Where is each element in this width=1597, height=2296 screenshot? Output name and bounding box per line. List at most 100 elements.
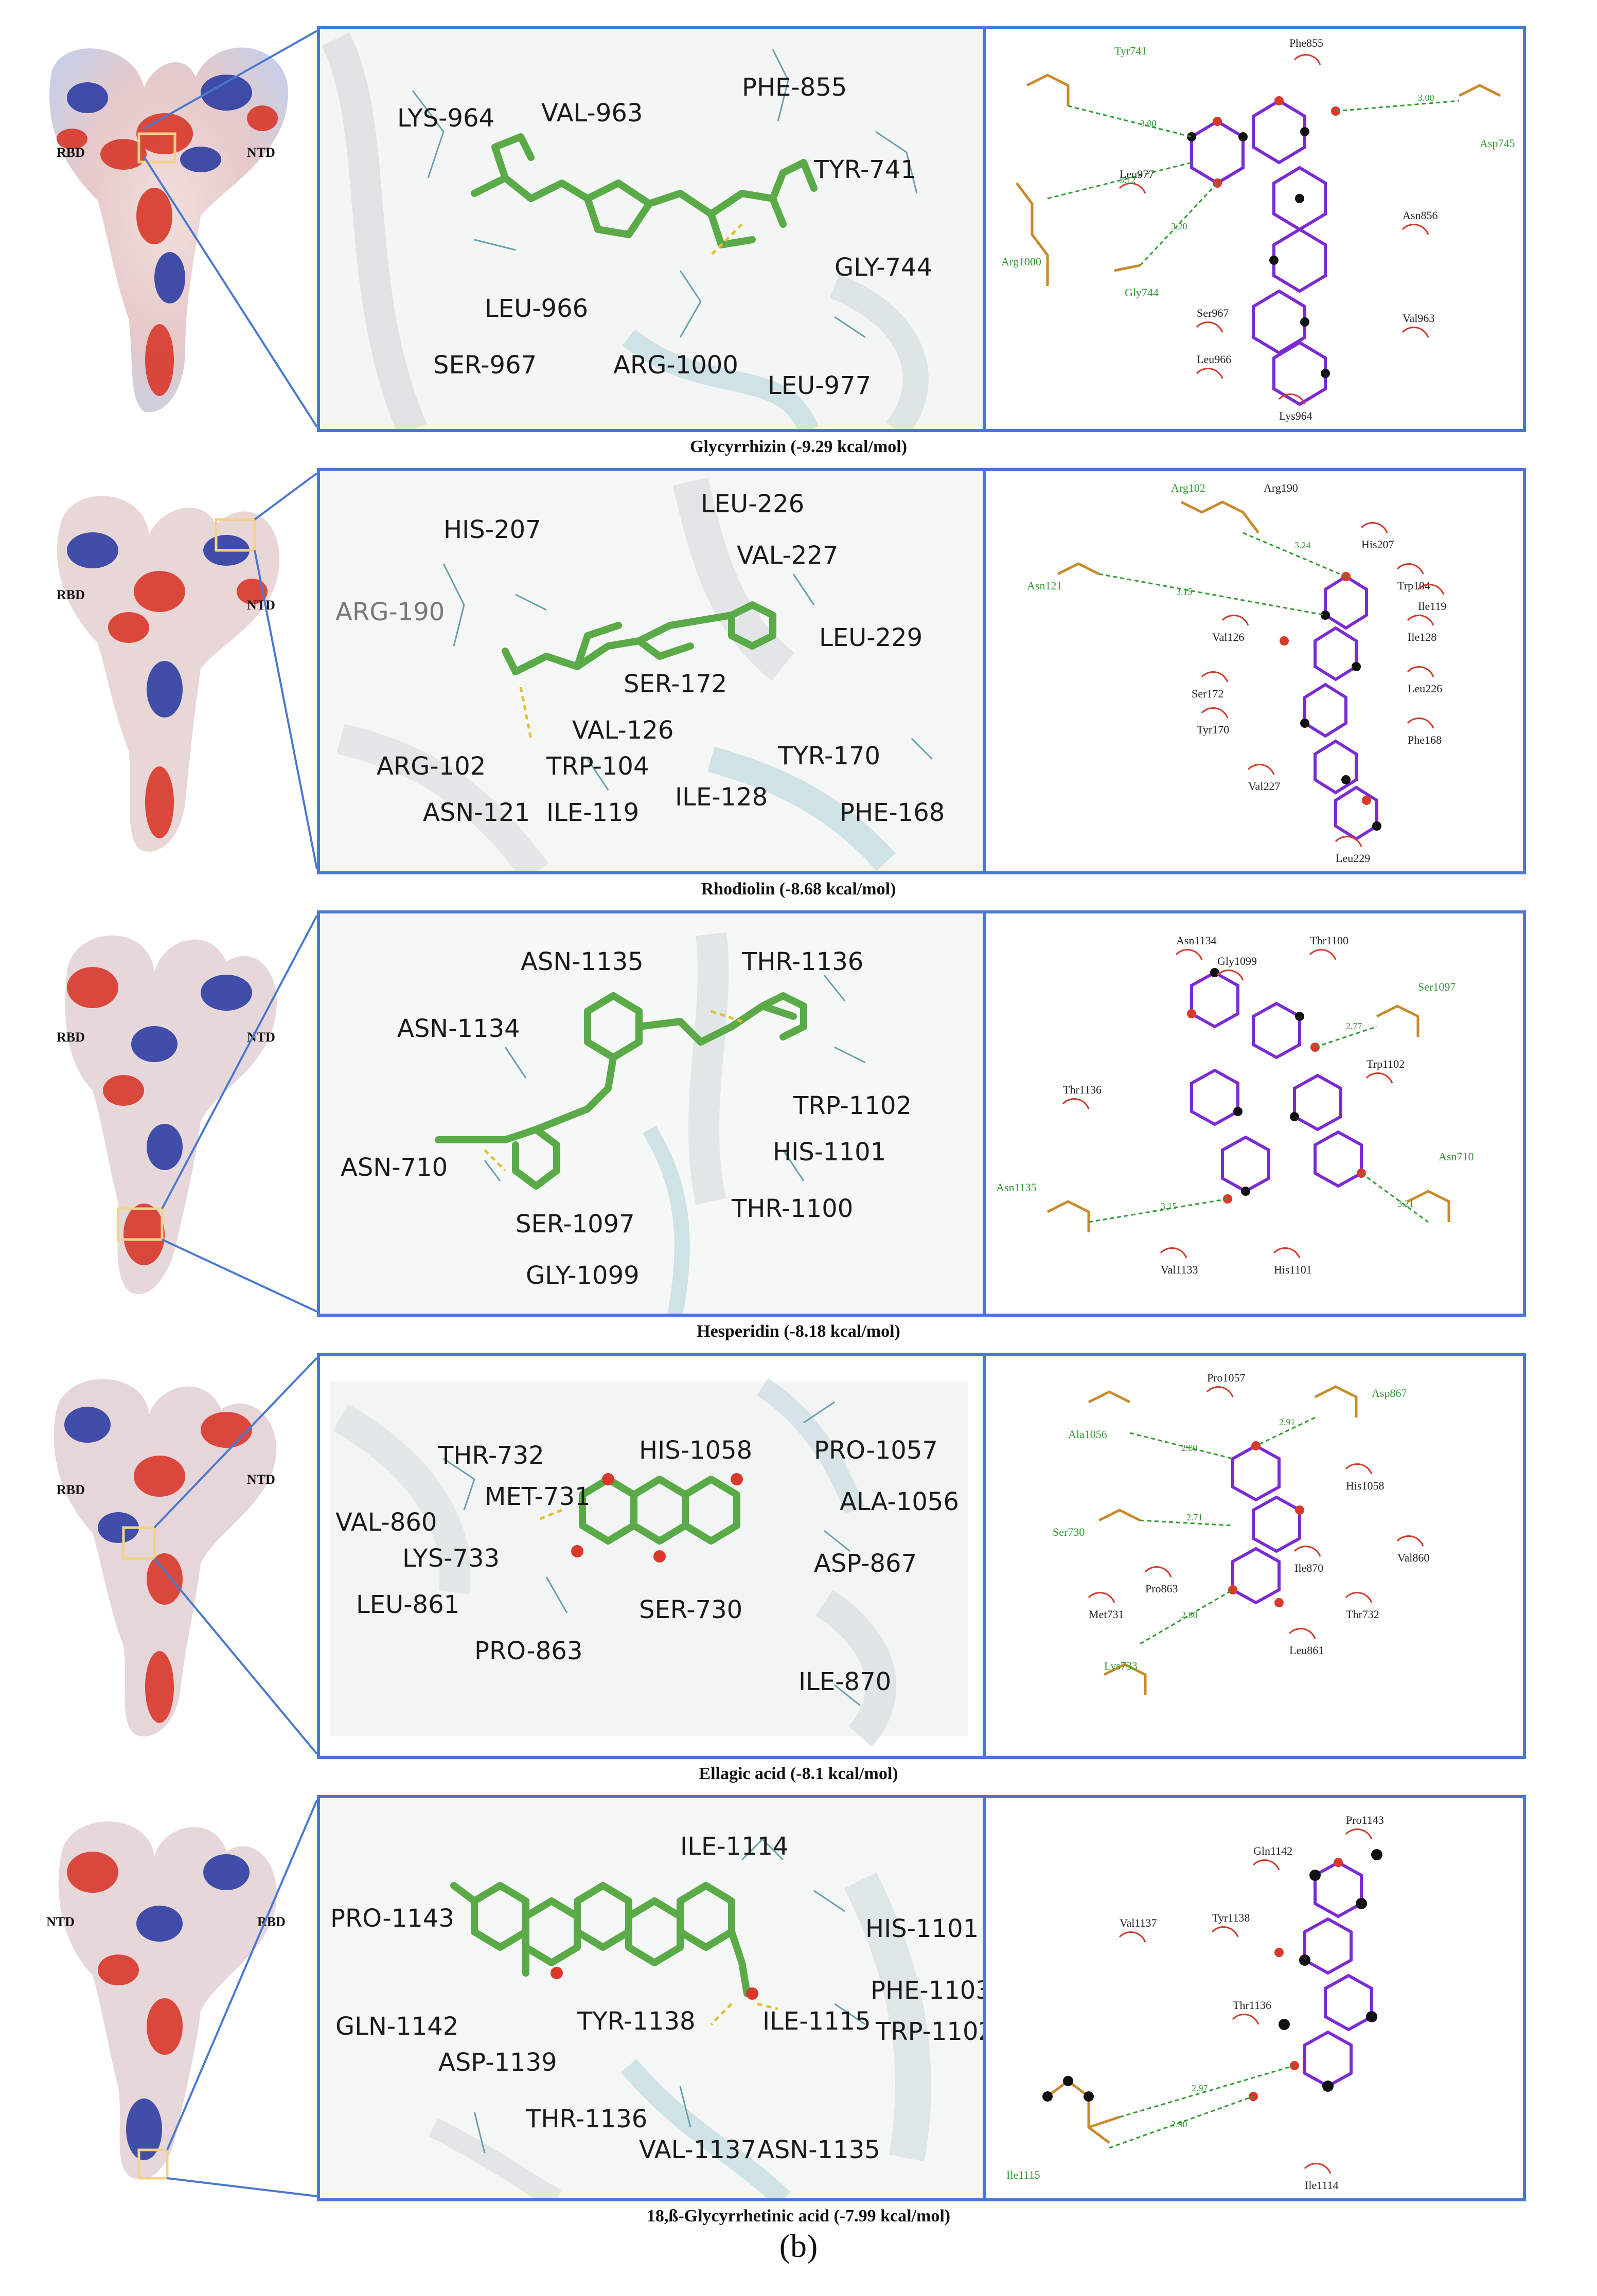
surface-structure-4: RBD NTD (54, 1379, 277, 1737)
zoom-lines (161, 915, 318, 1313)
hbond-residue: Arg1000 (1001, 255, 1041, 268)
hydrophobic-residue: Ile1114 (1305, 2179, 1339, 2192)
residue-label: VAL-963 (541, 99, 643, 128)
hydrophobic-residue: Gly1099 (1217, 955, 1257, 967)
residue-label: HIS-207 (443, 515, 541, 544)
residue-label: PHE-168 (840, 798, 945, 827)
hydrophobic-residue: Phe168 (1408, 733, 1442, 746)
residue-label: ASN-1135 (757, 2136, 880, 2164)
surface-structure-3: RBD NTD (57, 935, 277, 1295)
distance-label: 3.24 (1294, 540, 1311, 550)
domain-label-right: NTD (247, 598, 275, 613)
hbond-residue: Arg102 (1171, 481, 1205, 494)
residue-label: GLN-1142 (335, 2012, 458, 2041)
residue-label: ARG-190 (335, 598, 445, 626)
hbond-residue: Lys733 (1104, 1659, 1138, 1672)
figure-caption: Glycyrrhizin (-9.29 kcal/mol) (689, 437, 908, 456)
hbond-residue: Ser1097 (1418, 980, 1456, 993)
hydrophobic-residue: Leu229 (1336, 852, 1370, 865)
residue-label: ASN-121 (423, 798, 530, 827)
hydrophobic-residue: Ser967 (1197, 307, 1229, 319)
domain-label-left: RBD (57, 587, 85, 602)
hydrophobic-residue: Tyr170 (1197, 723, 1229, 736)
hydrophobic-residue: Thr732 (1346, 1608, 1379, 1621)
hydrophobic-residue: His207 (1361, 538, 1394, 551)
hydrophobic-residue: Lys964 (1279, 409, 1312, 422)
residue-label: VAL-126 (572, 716, 673, 745)
binding-pocket-view: ILE-1114 PRO-1143 HIS-1101 PHE-1103 GLN-… (317, 1795, 986, 2201)
distance-label: 2.71 (1186, 1512, 1203, 1522)
hydrophobic-residue: Val860 (1397, 1551, 1429, 1564)
subfigure-label: (b) (779, 2228, 818, 2264)
interaction-map-2d: Ser1097 Asn1135 Asn710 Asn1134 Thr1100 G… (986, 910, 1526, 1317)
residue-label: TYR-170 (777, 742, 880, 770)
residue-label: PHE-855 (742, 73, 847, 102)
hydrophobic-residue: Ile870 (1294, 1562, 1323, 1574)
figure-caption: Rhodiolin (-8.68 kcal/mol) (701, 880, 896, 899)
distance-label: 3.00 (1418, 93, 1434, 103)
binding-pocket-view: LYS-964 VAL-963 PHE-855 TYR-741 GLY-744 … (317, 26, 986, 432)
domain-label-left: RBD (57, 145, 85, 160)
hydrophobic-residue: His1058 (1346, 1479, 1385, 1492)
figure-caption: 18,ß-Glycyrrhetinic acid (-7.99 kcal/mol… (646, 2207, 951, 2226)
hydrophobic-residue: Leu226 (1408, 682, 1442, 695)
distance-label: 2.97 (1192, 2083, 1208, 2093)
hydrophobic-residue: Val963 (1403, 312, 1434, 325)
residue-label: LEU-229 (819, 623, 922, 652)
hydrophobic-residue: Thr1136 (1063, 1083, 1102, 1096)
hbond-residue: Tyr741 (1114, 44, 1147, 57)
distance-label: 3.21 (1397, 1198, 1414, 1209)
hydrophobic-residue: Thr1100 (1310, 934, 1348, 947)
hbond-residue: Ile1115 (1006, 2168, 1040, 2181)
row-ellagic-acid: RBD NTD THR-732 HIS-1058 PRO-1057 MET-73… (0, 1353, 1597, 1795)
residue-label: PHE-1103 (871, 1976, 986, 2005)
hydrophobic-residue: Leu861 (1289, 1644, 1324, 1657)
residue-label: THR-1136 (741, 947, 863, 976)
distance-label: 3.20 (1171, 221, 1187, 231)
hbond-residue: Asn710 (1439, 1150, 1474, 1163)
surface-structure-5: NTD RBD (46, 1821, 286, 2180)
zoom-lines (166, 1800, 318, 2197)
hydrophobic-residue: Leu966 (1197, 353, 1231, 366)
distance-label: 2.90 (1171, 2119, 1187, 2129)
row-glycyrrhizin: RBD NTD LYS-964 VAL-963 PHE-855 TYR-7 (0, 26, 1597, 468)
distance-label: 2.80 (1181, 1443, 1198, 1453)
interaction-map-2d: Ile1115 Pro1143 Gln1142 Val1137 Tyr1138 … (986, 1795, 1526, 2201)
distance-label: 2.91 (1279, 1417, 1296, 1427)
hbond-residue: Asn1135 (996, 1181, 1037, 1194)
residue-label: PRO-863 (474, 1637, 582, 1665)
residue-label: HIS-1101 (773, 1138, 886, 1167)
residue-label: ALA-1056 (840, 1487, 959, 1516)
residue-label: TYR-741 (813, 155, 916, 184)
residue-label: ASN-1134 (397, 1014, 520, 1043)
hydrophobic-residue: Met731 (1089, 1608, 1124, 1621)
hydrophobic-residue: Thr1136 (1233, 1999, 1271, 2012)
residue-label: VAL-1137 (639, 2136, 756, 2164)
domain-label-left: NTD (46, 1914, 75, 1929)
residue-label: ILE-1114 (680, 1832, 789, 1861)
row-hesperidin: RBD NTD ASN-1135 THR-1136 ASN-1134 TR (0, 910, 1597, 1353)
residue-label: SER-1097 (516, 1210, 635, 1239)
distance-label: 2.77 (1346, 1021, 1362, 1031)
residue-label: ILE-1115 (762, 2007, 871, 2036)
residue-label: ILE-870 (798, 1667, 891, 1696)
hydrophobic-residue: Val126 (1212, 631, 1244, 643)
residue-label: LEU-226 (701, 490, 804, 518)
residue-label: LEU-977 (768, 371, 871, 400)
residue-label: TRP-1102 (875, 2017, 986, 2046)
surface-structure-1: RBD NTD (49, 47, 288, 412)
hydrophobic-residue: Pro863 (1145, 1582, 1178, 1595)
residue-label: VAL-227 (737, 541, 838, 570)
hydrophobic-residue: Pro1057 (1207, 1371, 1246, 1384)
residue-label: TRP-1102 (793, 1091, 912, 1120)
hydrophobic-residue: Gln1142 (1253, 1844, 1292, 1857)
hydrophobic-residue: Asn856 (1403, 209, 1438, 222)
residue-label: ASN-710 (341, 1153, 448, 1182)
hydrophobic-residue: Ile128 (1408, 631, 1436, 643)
distance-label: 3.00 (1140, 118, 1157, 129)
hydrophobic-residue: Leu977 (1120, 168, 1154, 181)
row-glycyrrhetinic-acid: NTD RBD ILE-1114 PRO-1143 HIS (0, 1795, 1597, 2237)
hbond-residue: Gly744 (1125, 286, 1159, 299)
hydrophobic-residue: Asn1134 (1176, 934, 1217, 947)
interaction-map-2d: Arg102 Asn121 Arg190 His207 Trp104 Ile11… (986, 468, 1526, 874)
